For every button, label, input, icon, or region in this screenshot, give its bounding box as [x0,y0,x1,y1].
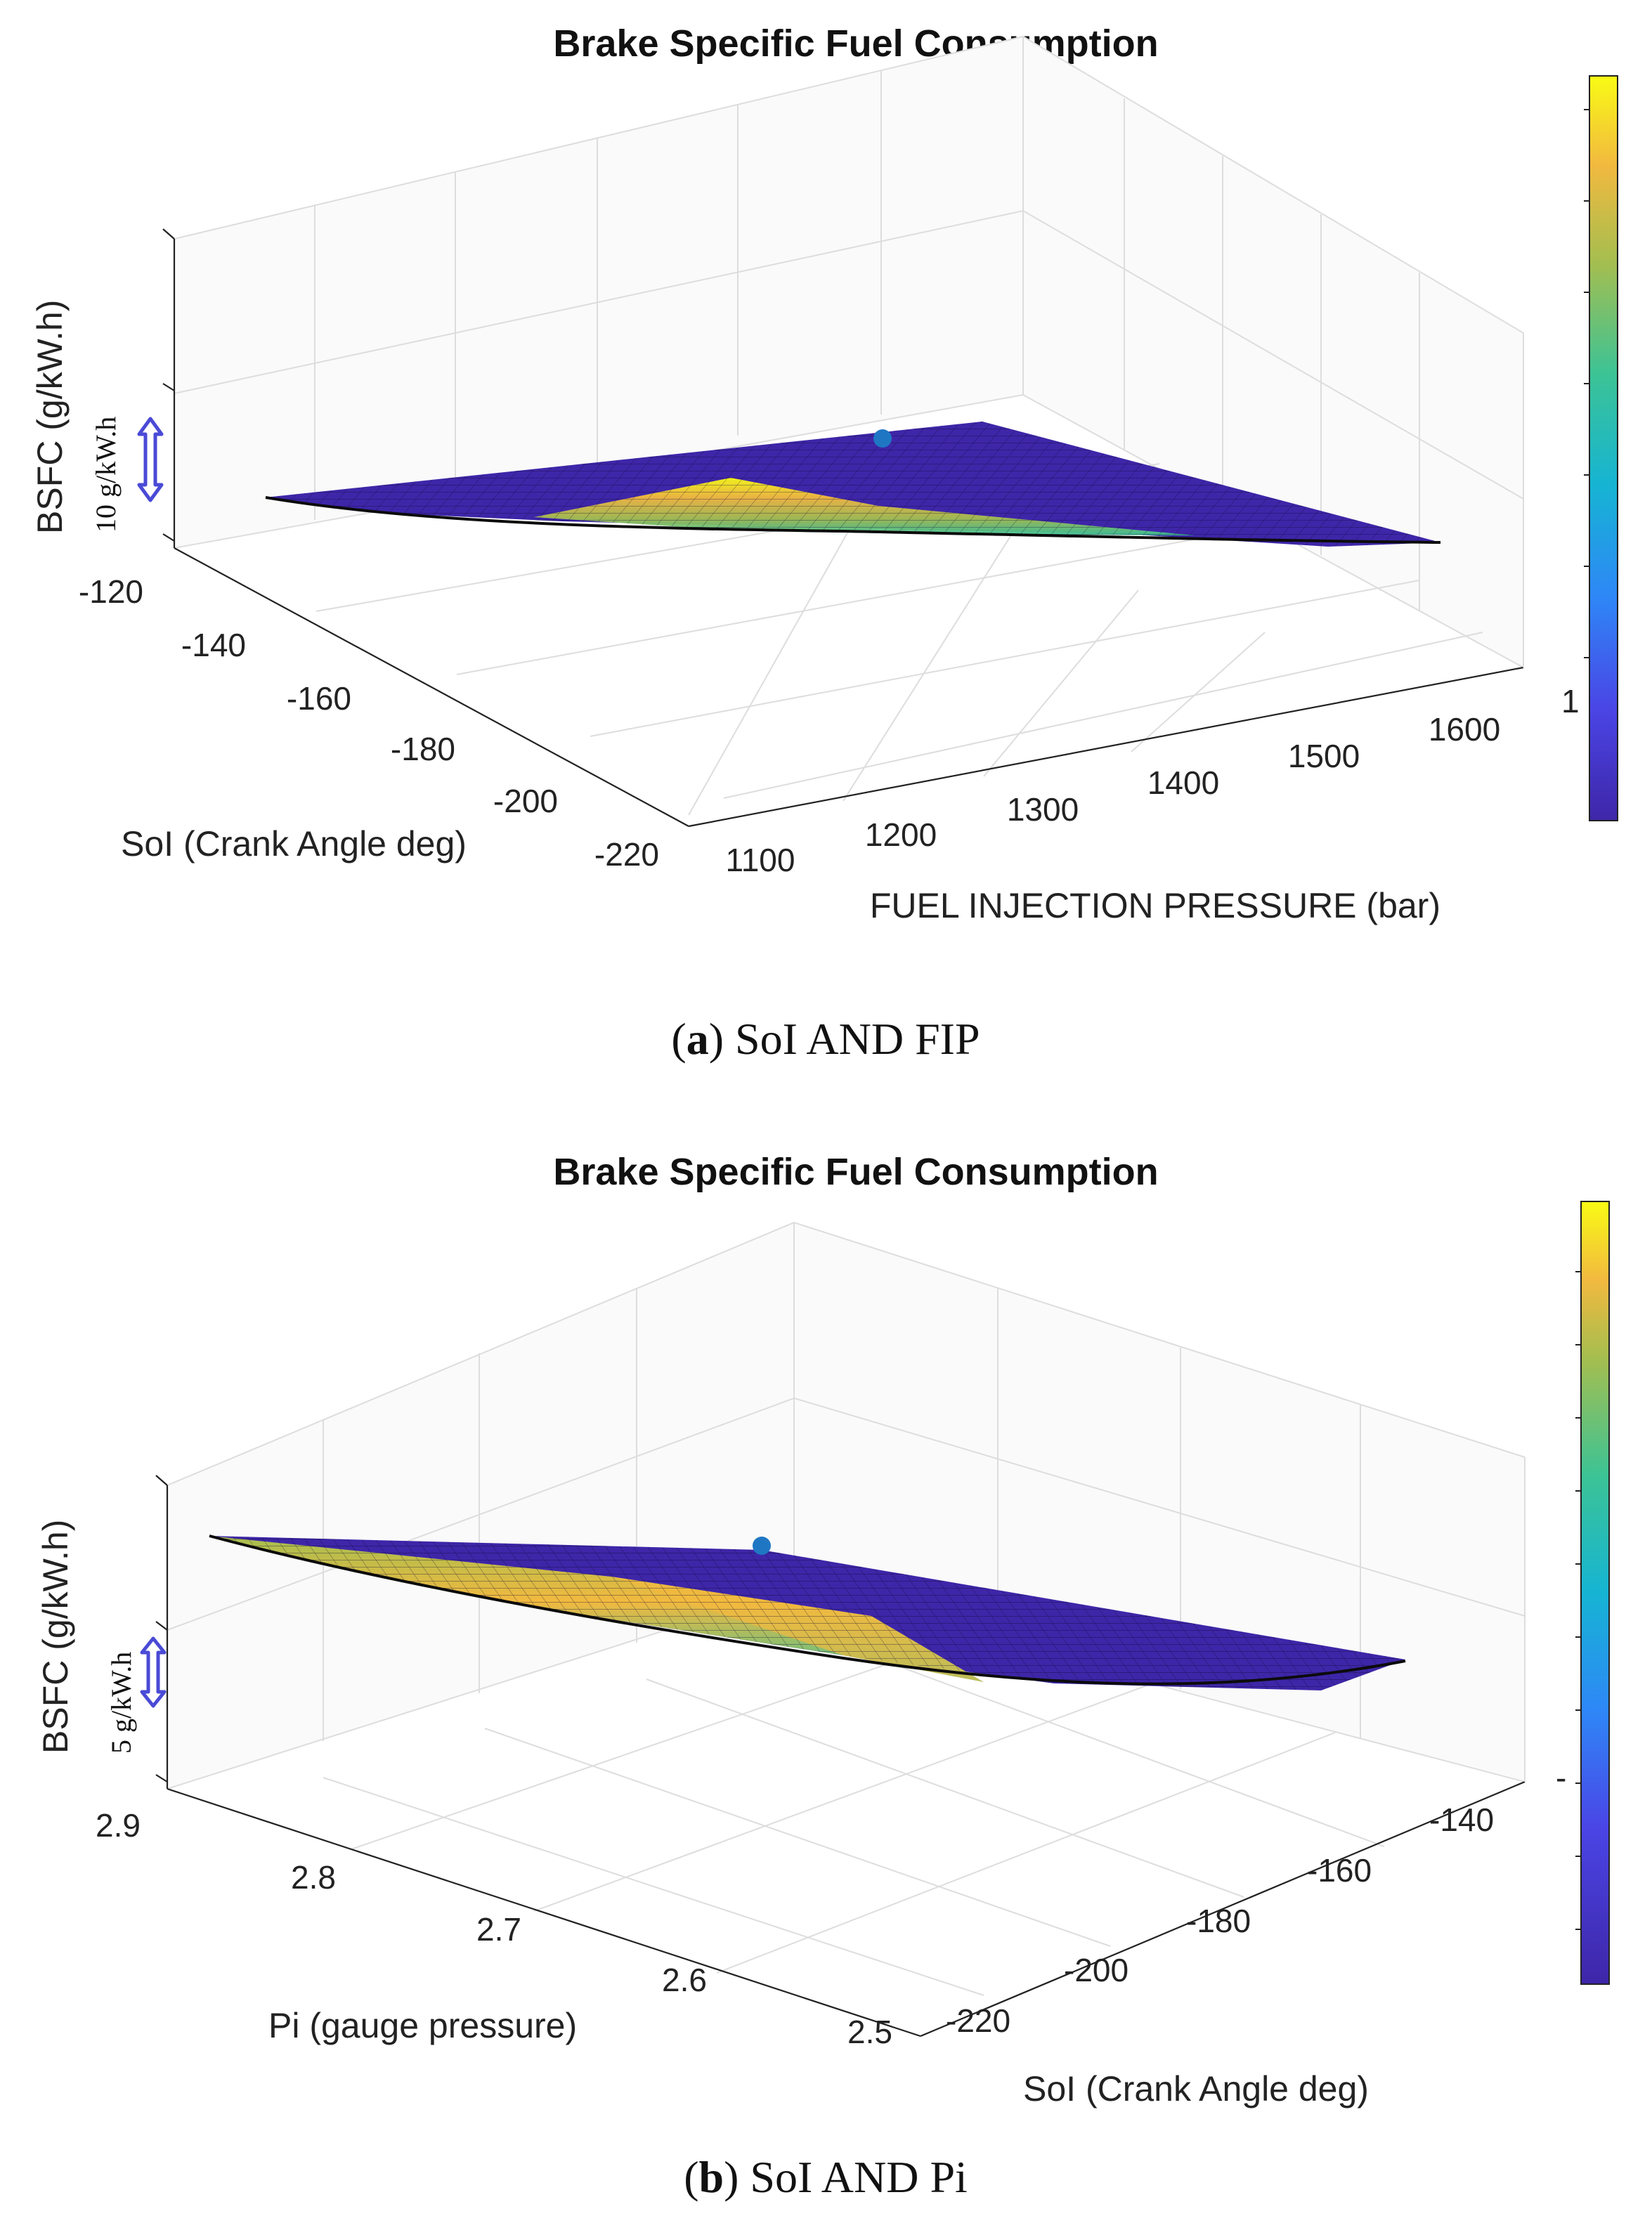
chart-a-ylabel: SoI (Crank Angle deg) [121,824,467,863]
chart-a-zlabel: BSFC (g/kW.h) [30,300,70,534]
chart-a-colorbar-tick: 1 [1561,683,1580,719]
chart-a-annotation: 10 g/kW.h [90,417,122,533]
chart-b-double-arrow-icon [140,1636,167,1708]
chart-b-x-axis [167,1787,921,2038]
chart-b-surface [209,1534,1406,1690]
chart-a-caption: (a) SoI AND FIP [671,1014,980,1064]
chart-b-colorbar-tick: - [1556,1759,1566,1796]
chart-b-ylabel: SoI (Crank Angle deg) [1023,2069,1369,2109]
chart-a-y-axis [174,547,689,827]
chart-b-x-tick: 2.6 [662,1962,707,1998]
chart-a-y-tick: -120 [79,573,143,610]
chart-b-x-tick: 2.5 [847,2014,892,2050]
chart-b-caption: (b) SoI AND Pi [684,2152,968,2202]
chart-b-annotation: 5 g/kW.h [105,1652,137,1754]
chart-b-y-ticks: -220 -200 -180 -160 -140 [946,1801,1494,2039]
chart-a-x-tick: 1400 [1147,764,1219,801]
chart-b-y-tick: -220 [946,2002,1010,2039]
chart-b-title: Brake Specific Fuel Consumption [553,1151,1158,1193]
chart-a-colorbar [1589,75,1618,821]
chart-a-surface [265,422,1441,547]
chart-a-grid [174,35,1524,816]
chart-a-y-tick: -200 [493,783,558,819]
chart-a-y-tick: -160 [287,680,351,717]
chart-a-x-tick: 1300 [1007,791,1079,828]
chart-b-x-tick: 2.9 [96,1807,141,1844]
chart-a-double-arrow-icon [137,417,164,502]
chart-a-xlabel: FUEL INJECTION PRESSURE (bar) [870,886,1440,925]
chart-a-x-tick: 1200 [865,816,937,853]
chart-a: Brake Specific Fuel Consumption [30,22,1618,1064]
chart-a-y-tick: -140 [181,627,246,663]
chart-b-xlabel: Pi (gauge pressure) [268,2006,577,2045]
chart-b-x-ticks: 2.9 2.8 2.7 2.6 2.5 [96,1807,892,2050]
chart-b-y-tick: -160 [1307,1852,1372,1889]
chart-b: Brake Specific Fuel Consumption [36,1151,1610,2202]
chart-a-title: Brake Specific Fuel Consumption [553,22,1158,65]
chart-b-x-tick: 2.8 [291,1859,336,1896]
chart-a-optimum-point [873,429,892,448]
chart-a-x-tick: 1600 [1429,711,1500,748]
chart-b-y-tick: -180 [1186,1903,1251,1939]
chart-b-y-tick: -140 [1429,1801,1494,1838]
chart-b-x-tick: 2.7 [476,1911,521,1948]
chart-a-y-tick: -180 [391,731,455,767]
chart-b-y-axis [920,1780,1526,2038]
chart-b-y-tick: -200 [1064,1952,1129,1988]
chart-a-y-tick: -220 [594,836,659,873]
chart-b-zlabel: BSFC (g/kW.h) [36,1520,75,1754]
chart-a-y-ticks: -120 -140 -160 -180 -200 -220 [79,573,659,873]
chart-a-x-ticks: 1100 1200 1300 1400 1500 1600 [726,711,1501,878]
chart-a-x-tick: 1500 [1288,738,1360,774]
chart-a-x-axis [688,666,1524,828]
chart-a-x-tick: 1100 [726,842,795,878]
chart-b-optimum-point [753,1537,771,1555]
chart-b-colorbar [1580,1201,1610,1985]
